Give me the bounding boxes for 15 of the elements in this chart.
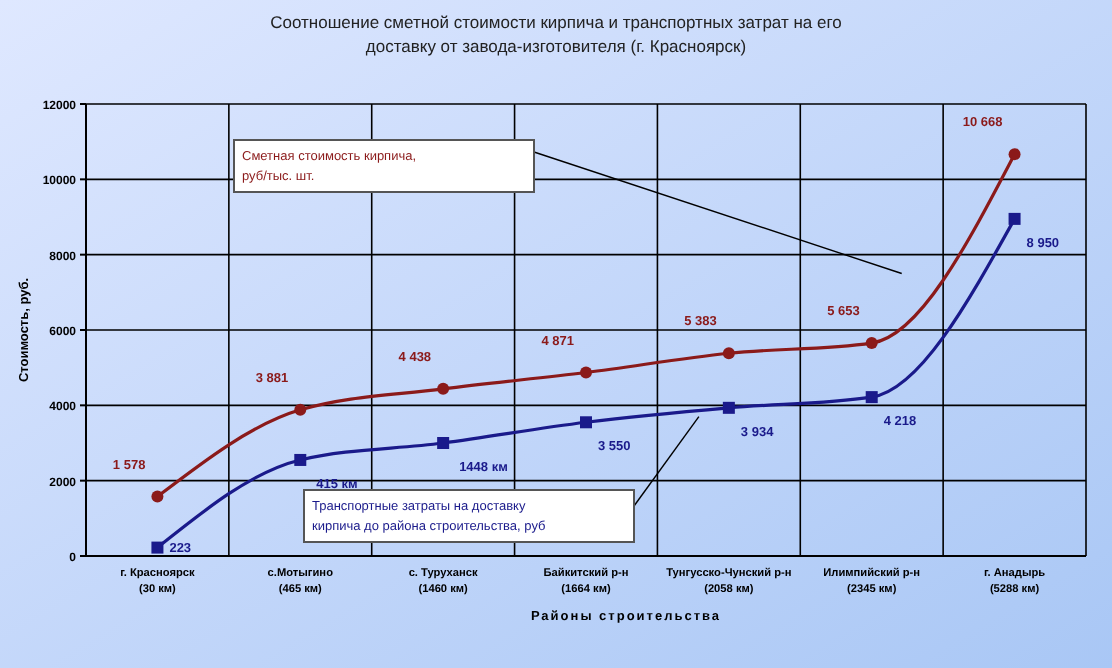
- point: [722, 401, 735, 414]
- point: [151, 490, 164, 503]
- point: [580, 366, 592, 379]
- point: [580, 416, 592, 429]
- point: [1008, 212, 1021, 225]
- chart-title: Соотношение сметной стоимости кирпича и транспортных затрат на его доставку от завода-изготовителя (г. Красноярск): [270, 12, 843, 56]
- point: [437, 437, 450, 449]
- point: [1008, 148, 1021, 161]
- point: [865, 337, 878, 350]
- point: [722, 347, 735, 360]
- point: [437, 382, 450, 395]
- point: [294, 403, 307, 416]
- point: [151, 541, 164, 554]
- point: [294, 453, 307, 466]
- point: [865, 391, 878, 404]
